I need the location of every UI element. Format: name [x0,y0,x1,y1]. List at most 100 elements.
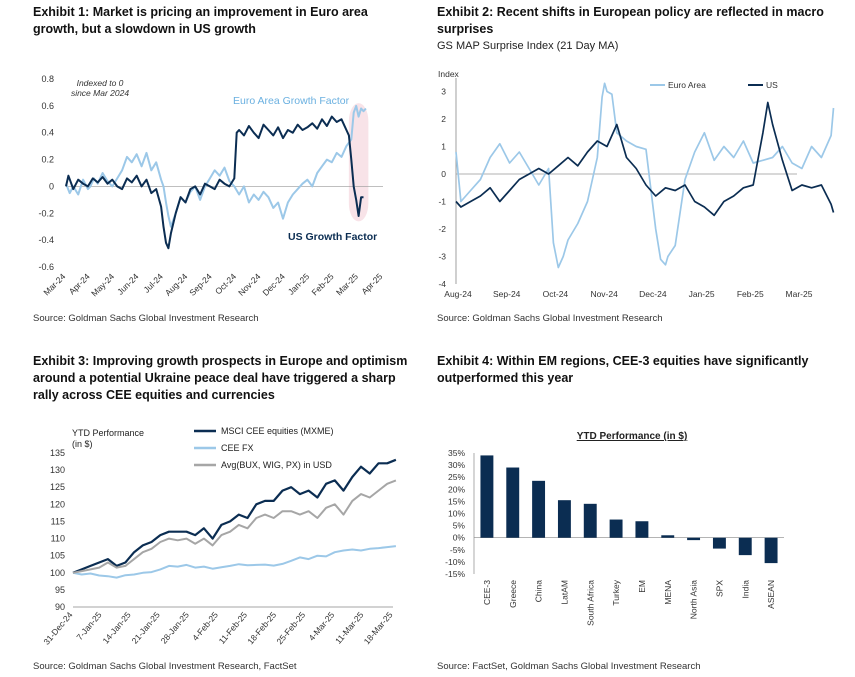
category-label: LatAM [559,580,569,605]
bar [532,480,546,538]
y-tick-label: -1 [438,197,446,207]
y-tick-label: 30% [448,460,465,470]
category-label: CEE-3 [482,580,492,605]
y-tick-label: 2 [441,114,446,124]
y-tick-label: 120 [50,499,65,509]
x-tick-label: May-24 [89,271,116,298]
y-tick-label: 0% [453,533,466,543]
x-tick-label: Sep-24 [493,289,521,299]
category-label: MENA [663,580,673,605]
y-tick-label: 1 [441,142,446,152]
y-tick-label: -15% [445,569,465,579]
category-label: Turkey [611,579,621,605]
y-tick-label: 0 [49,181,54,191]
x-tick-label: Mar-24 [41,271,67,297]
us-growth-line [65,115,364,250]
bar [557,500,571,538]
exhibit-2-source: Source: Goldman Sachs Global Investment … [437,313,663,324]
category-label: SPX [714,580,724,597]
exhibit-4-title: Exhibit 4: Within EM regions, CEE-3 equi… [437,354,809,385]
y-tick-label: 0.2 [41,155,54,165]
us-growth-label: US Growth Factor [288,231,377,243]
bar [583,503,597,538]
y-axis-label-line-1: YTD Performance [72,428,144,438]
y-tick-label: 90 [55,602,65,612]
category-label: ASEAN [766,580,776,609]
y-tick-label: 15% [448,496,465,506]
x-tick-label: Nov-24 [236,271,263,298]
euro-area-label: Euro Area Growth Factor [233,95,350,107]
bar [480,455,494,538]
x-tick-label: Dec-24 [260,271,287,298]
x-tick-label: Jan-25 [689,289,715,299]
x-tick-label: Jul-24 [142,271,166,295]
x-tick-label: Nov-24 [590,289,618,299]
x-tick-label: Oct-24 [543,289,569,299]
category-label: South Africa [585,580,595,626]
category-label: Greece [508,580,518,608]
x-tick-label: 31-Dec-24 [41,610,74,647]
euro-area-growth-line [65,104,367,228]
exhibit-3-title: Exhibit 3: Improving growth prospects in… [33,354,408,402]
bar [687,537,701,541]
x-tick-label: 11-Feb-25 [217,610,250,646]
y-tick-label: 0.4 [41,128,54,138]
x-tick-label: 18-Feb-25 [245,610,278,647]
exhibit-3-chart: YTD Performance(in $) 135 130 125 120 115 110 1… [41,426,397,647]
y-tick-label: 135 [50,448,65,458]
y-tick-label: 100 [50,568,65,578]
y-axis-label-line-2: (in $) [72,439,93,449]
y-tick-label: -0.2 [38,208,54,218]
x-tick-label: Jun-24 [115,271,141,297]
x-tick-label: Sep-24 [187,271,214,298]
x-tick-label: 14-Jan-25 [100,610,132,646]
x-tick-label: 28-Jan-25 [159,610,191,646]
legend-label-avg: Avg(BUX, WIG, PX) in USD [221,460,332,470]
x-tick-label: Apr-24 [67,271,92,296]
x-tick-label: 4-Feb-25 [190,610,220,643]
x-tick-label: Mar-25 [786,289,813,299]
bar [506,467,520,538]
y-tick-label: 25% [448,472,465,482]
y-tick-label: 0.6 [41,101,54,111]
bar [635,521,649,538]
y-tick-label: 130 [50,465,65,475]
x-tick-label: Aug-24 [163,271,190,298]
avg-index-line [72,479,397,574]
y-tick-label: 0.8 [41,74,54,84]
x-tick-label: 25-Feb-25 [274,610,307,647]
y-tick-label: -0.4 [38,235,54,245]
y-tick-label: 110 [51,534,65,544]
us-line [455,101,835,217]
y-tick-label: 125 [50,482,65,492]
y-tick-label: 115 [51,516,65,526]
exhibit-3-source: Source: Goldman Sachs Global Investment … [33,661,297,672]
y-tick-label: 10% [448,509,465,519]
exhibit-1-source: Source: Goldman Sachs Global Investment … [33,313,259,324]
x-tick-label: 7-Jan-25 [74,610,103,642]
category-label: China [534,580,544,602]
category-label: North Asia [689,580,699,619]
y-tick-label: -10% [445,557,465,567]
legend-label-msci: MSCI CEE equities (MXME) [221,426,334,436]
x-tick-label: 11-Mar-25 [333,610,366,646]
x-tick-label: Apr-25 [359,271,384,296]
exhibit-1-title: Exhibit 1: Market is pricing an improvem… [33,5,368,36]
legend-label-ceefx: CEE FX [221,443,254,453]
exhibit-4-source: Source: FactSet, Goldman Sachs Global In… [437,661,701,672]
bar [738,537,752,556]
x-tick-label: 21-Jan-25 [130,610,162,646]
note-line-2: since Mar 2024 [71,88,129,98]
category-label: EM [637,580,647,593]
x-tick-label: 18-Mar-25 [362,610,395,647]
y-tick-label: -5% [450,545,466,555]
y-axis-label: Index [438,69,460,79]
y-tick-label: -2 [438,224,446,234]
y-tick-label: -4 [438,279,446,289]
cee-fx-line [72,545,397,579]
bar [609,519,623,538]
bar [764,537,778,564]
x-tick-label: Jan-25 [286,271,312,297]
